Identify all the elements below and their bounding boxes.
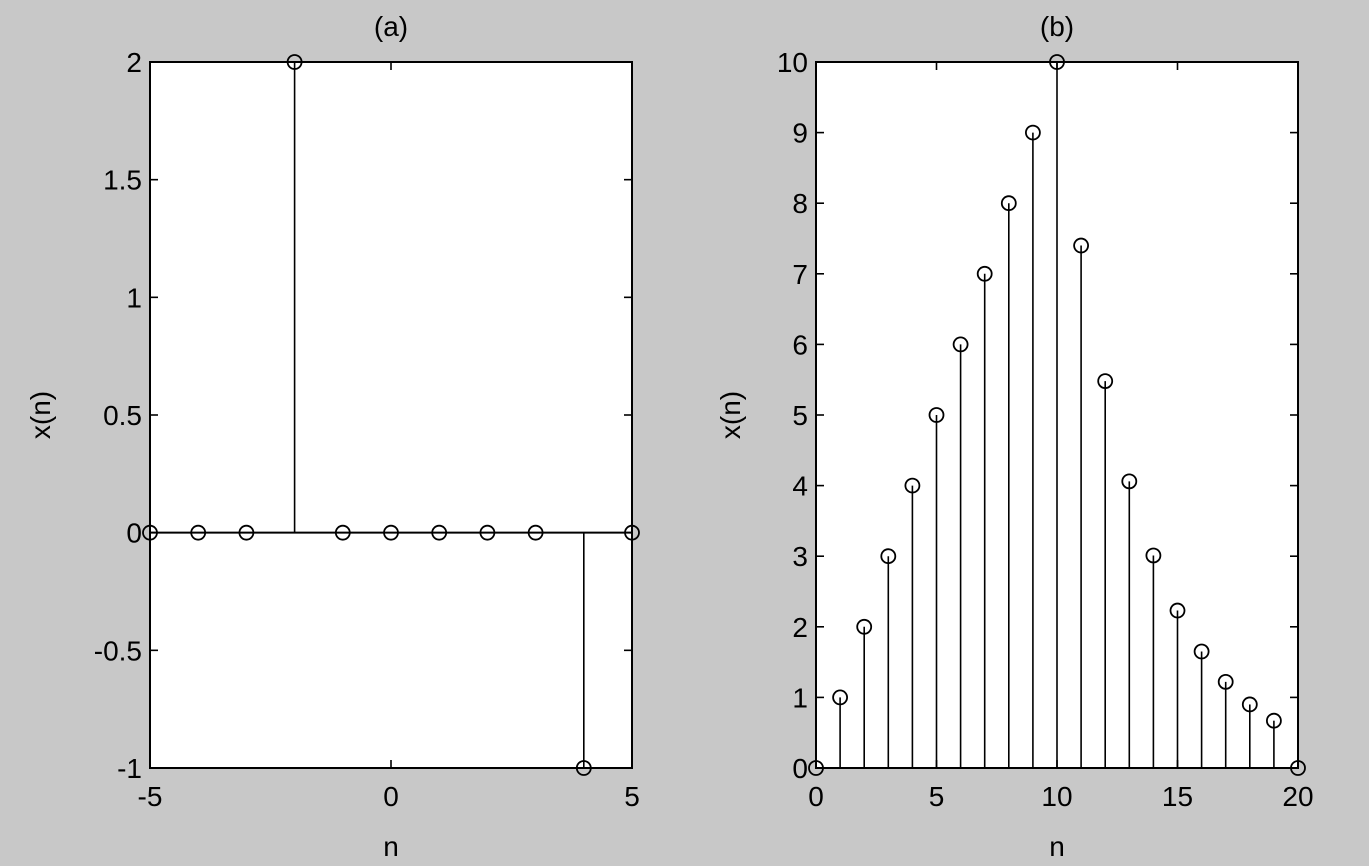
chart-a-ytick-label-0: -1: [117, 753, 142, 784]
chart-a-ytick-label-6: 2: [126, 47, 142, 78]
chart-b-marker-17: [1217, 673, 1234, 690]
chart-b-marker-12: [1097, 373, 1114, 390]
chart-b-ytick-label-8: 8: [792, 188, 808, 219]
chart-b-marker-18: [1241, 696, 1258, 713]
chart-a-marker-5: [383, 524, 399, 541]
chart-a-marker-8: [527, 524, 544, 541]
chart-b-xtick-label-1: 5: [929, 781, 945, 812]
chart-a-marker-1: [190, 524, 207, 541]
chart-b-marker-14: [1145, 547, 1162, 564]
chart-a-marker-4: [334, 524, 351, 541]
chart-a-xlabel: n: [383, 831, 399, 862]
chart-b-title: (b): [1040, 11, 1074, 42]
chart-a-ylabel: x(n): [25, 391, 56, 439]
chart-b-ylabel: x(n): [715, 391, 746, 439]
chart-b-ytick-label-1: 1: [792, 682, 808, 713]
chart-b-marker-7: [976, 265, 993, 282]
chart-b-xtick-label-0: 0: [808, 781, 824, 812]
chart-b-ytick-label-2: 2: [792, 612, 808, 643]
chart-b-marker-8: [1000, 195, 1017, 212]
chart-b-ytick-label-9: 9: [792, 118, 808, 149]
chart-b-marker-11: [1073, 237, 1089, 254]
chart-b-ytick-label-0: 0: [792, 753, 808, 784]
chart-a-title: (a): [374, 11, 408, 42]
chart-b-ytick-label-5: 5: [792, 400, 808, 431]
chart-a-ytick-label-1: -0.5: [94, 635, 142, 666]
chart-b-xtick-label-4: 20: [1282, 781, 1313, 812]
chart-b-marker-16: [1193, 643, 1210, 660]
chart-a-ytick-label-3: 0.5: [103, 400, 142, 431]
chart-a-ticks: -5 0 5 -1 -0.5 0 0.5 1 1.5 2: [94, 47, 640, 812]
chart-a-axes-frame: [149, 61, 633, 769]
chart-a-marker-6: [431, 524, 448, 541]
chart-a-ytick-label-5: 1.5: [103, 165, 142, 196]
chart-b-marker-3: [880, 548, 897, 565]
chart-a-axes-background: [150, 62, 632, 768]
chart-b-marker-1: [832, 689, 848, 706]
chart-a-marker-7: [479, 524, 496, 541]
chart-b-ticks: 0 5 10 15 20 0 1 2 3 4 5 6 7 8 9 10: [777, 47, 1314, 812]
chart-a-marker-2: [238, 524, 255, 541]
chart-b-xtick-label-2: 10: [1041, 781, 1072, 812]
chart-b-xlabel: n: [1049, 831, 1065, 862]
chart-b-marker-5: [928, 407, 945, 423]
chart-b-ytick-label-4: 4: [792, 471, 808, 502]
chart-b-marker-15: [1169, 602, 1186, 619]
chart-a-xtick-label-0: -5: [138, 781, 163, 812]
chart-b-marker-6: [952, 336, 969, 353]
chart-b-ytick-label-7: 7: [792, 259, 808, 290]
chart-a-xtick-label-1: 0: [383, 781, 399, 812]
chart-b-marker-19: [1266, 712, 1282, 729]
chart-a-ytick-label-2: 0: [126, 518, 142, 549]
chart-b-xtick-label-3: 15: [1162, 781, 1193, 812]
chart-a: -5 0 5 -1 -0.5 0 0.5 1 1.5 2 (a) n x(n): [25, 11, 640, 862]
chart-b-marker-4: [904, 477, 921, 494]
chart-b-ytick-label-6: 6: [792, 329, 808, 360]
chart-b-stems: [808, 54, 1306, 776]
chart-b-marker-13: [1121, 473, 1138, 490]
chart-a-xtick-label-2: 5: [624, 781, 640, 812]
chart-b: 0 5 10 15 20 0 1 2 3 4 5 6 7 8 9 10 (b) n x(n): [715, 11, 1314, 862]
chart-b-ytick-label-3: 3: [792, 541, 808, 572]
chart-b-ytick-label-10: 10: [777, 47, 808, 78]
chart-b-marker-2: [856, 618, 873, 635]
chart-a-ytick-label-4: 1: [126, 282, 142, 313]
chart-b-axes-frame: [815, 61, 1299, 769]
chart-b-marker-9: [1025, 124, 1041, 141]
